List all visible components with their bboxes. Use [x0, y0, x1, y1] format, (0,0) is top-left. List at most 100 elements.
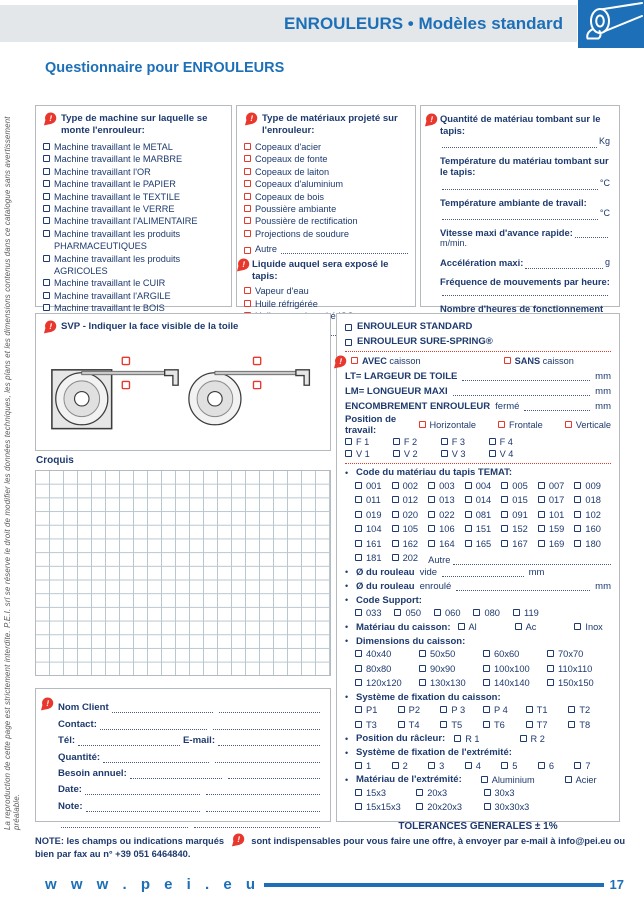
- website-link[interactable]: w w w . p e i . e u: [45, 876, 261, 893]
- checkbox[interactable]: [464, 510, 472, 518]
- checkbox[interactable]: [501, 510, 509, 518]
- checkbox[interactable]: [43, 205, 50, 213]
- checkbox[interactable]: [564, 420, 572, 428]
- checkbox[interactable]: [416, 788, 424, 796]
- face-top-checkbox[interactable]: [252, 356, 262, 366]
- fixation-option[interactable]: P1: [355, 704, 398, 717]
- dimension-option[interactable]: 100x100: [483, 663, 547, 676]
- extremite-fixation-option[interactable]: 1: [355, 760, 392, 773]
- dimension-option[interactable]: 140x140: [483, 677, 547, 690]
- checkbox[interactable]: [537, 481, 545, 489]
- material-option[interactable]: Poussière de rectification: [244, 215, 408, 227]
- checkbox[interactable]: [519, 734, 527, 742]
- fixation-option[interactable]: P 3: [440, 704, 483, 717]
- sans-caisson-option[interactable]: SANS caisson: [503, 355, 574, 367]
- v-option[interactable]: V 3: [440, 448, 489, 460]
- checkbox[interactable]: [391, 539, 399, 547]
- checkbox[interactable]: [428, 539, 436, 547]
- checkbox[interactable]: [391, 510, 399, 518]
- material-option[interactable]: Projections de soudure: [244, 228, 408, 240]
- fill-in-line[interactable]: [61, 819, 188, 829]
- fill-in-line[interactable]: [452, 387, 591, 396]
- caisson-material-option[interactable]: Al: [457, 621, 477, 633]
- extremite-size-option[interactable]: 30x30x3: [483, 801, 564, 813]
- temat-code-option[interactable]: 152: [501, 523, 538, 536]
- extremite-fixation-option[interactable]: 4: [464, 760, 502, 773]
- checkbox[interactable]: [391, 496, 399, 504]
- fill-in-line[interactable]: [129, 770, 222, 779]
- checkbox[interactable]: [43, 291, 50, 299]
- extremite-fixation-option[interactable]: 6: [537, 760, 575, 773]
- checkbox[interactable]: [464, 525, 472, 533]
- checkbox[interactable]: [501, 496, 509, 504]
- fill-in-line[interactable]: [205, 803, 321, 812]
- checkbox[interactable]: [355, 539, 362, 547]
- v-option[interactable]: V 4: [488, 448, 537, 460]
- fixation-option[interactable]: T1: [525, 704, 569, 717]
- fill-in-line[interactable]: [193, 819, 320, 829]
- fill-in-line[interactable]: [453, 556, 611, 566]
- temat-code-option[interactable]: 017: [537, 494, 575, 507]
- checkbox[interactable]: [503, 357, 511, 365]
- dimension-option[interactable]: 110x110: [547, 663, 611, 676]
- fill-in-line[interactable]: [442, 211, 598, 220]
- temat-code-option[interactable]: 081: [464, 509, 502, 522]
- checkbox[interactable]: [355, 679, 362, 687]
- temat-code-option[interactable]: 091: [501, 509, 538, 522]
- temat-code-option[interactable]: 180: [574, 538, 611, 551]
- caisson-material-option[interactable]: Ac: [514, 621, 536, 633]
- support-code-option[interactable]: 080: [473, 607, 513, 620]
- checkbox[interactable]: [483, 788, 491, 796]
- checkbox[interactable]: [440, 450, 448, 458]
- fill-in-line[interactable]: [524, 402, 591, 411]
- checkbox[interactable]: [537, 525, 545, 533]
- temat-code-option[interactable]: 162: [391, 538, 429, 551]
- checkbox[interactable]: [43, 192, 50, 200]
- avec-caisson-option[interactable]: AVEC caisson: [351, 355, 421, 367]
- checkbox[interactable]: [244, 287, 251, 295]
- temat-code-option[interactable]: 002: [391, 480, 429, 493]
- checkbox[interactable]: [419, 664, 426, 672]
- checkbox[interactable]: [345, 324, 352, 331]
- temat-code-option[interactable]: 161: [355, 538, 392, 551]
- checkbox[interactable]: [355, 496, 362, 504]
- temat-code-option[interactable]: 003: [428, 480, 465, 493]
- checkbox[interactable]: [512, 609, 520, 617]
- extremite-size-option[interactable]: 20x3: [416, 787, 483, 799]
- temat-code-option[interactable]: 012: [391, 494, 429, 507]
- fill-in-line[interactable]: [442, 568, 524, 577]
- fill-in-line[interactable]: [205, 786, 320, 796]
- temat-code-option[interactable]: 018: [574, 494, 611, 507]
- fixation-option[interactable]: T7: [525, 719, 569, 732]
- checkbox[interactable]: [244, 155, 251, 163]
- checkbox[interactable]: [418, 420, 426, 428]
- checkbox[interactable]: [568, 720, 576, 728]
- checkbox[interactable]: [391, 481, 399, 489]
- checkbox[interactable]: [537, 761, 545, 769]
- checkbox[interactable]: [498, 420, 506, 428]
- checkbox[interactable]: [574, 539, 582, 547]
- liquid-option[interactable]: Huile réfrigérée: [244, 298, 408, 310]
- v-option[interactable]: V 1: [345, 448, 393, 460]
- fixation-option[interactable]: P2: [397, 704, 441, 717]
- checkbox[interactable]: [537, 510, 545, 518]
- checkbox[interactable]: [43, 167, 50, 175]
- dimension-option[interactable]: 60x60: [483, 648, 547, 661]
- checkbox[interactable]: [428, 525, 436, 533]
- checkbox[interactable]: [416, 802, 424, 810]
- machine-type-option[interactable]: Machine travaillant les produits AGRICOL…: [43, 253, 224, 278]
- support-code-option[interactable]: 033: [355, 607, 394, 620]
- checkbox[interactable]: [244, 247, 251, 255]
- dimension-option[interactable]: 130x130: [419, 677, 483, 690]
- checkbox[interactable]: [244, 299, 251, 307]
- position-option[interactable]: Verticale: [564, 419, 611, 431]
- checkbox[interactable]: [244, 205, 251, 213]
- checkbox[interactable]: [547, 664, 554, 672]
- extremite-fixation-option[interactable]: 5: [501, 760, 538, 773]
- checkbox[interactable]: [244, 229, 251, 237]
- support-code-option[interactable]: 060: [433, 607, 473, 620]
- racleur-option[interactable]: R 1: [454, 733, 480, 745]
- checkbox[interactable]: [483, 664, 490, 672]
- machine-type-option[interactable]: Machine travaillant le MARBRE: [43, 153, 224, 165]
- caisson-material-option[interactable]: Inox: [574, 621, 603, 633]
